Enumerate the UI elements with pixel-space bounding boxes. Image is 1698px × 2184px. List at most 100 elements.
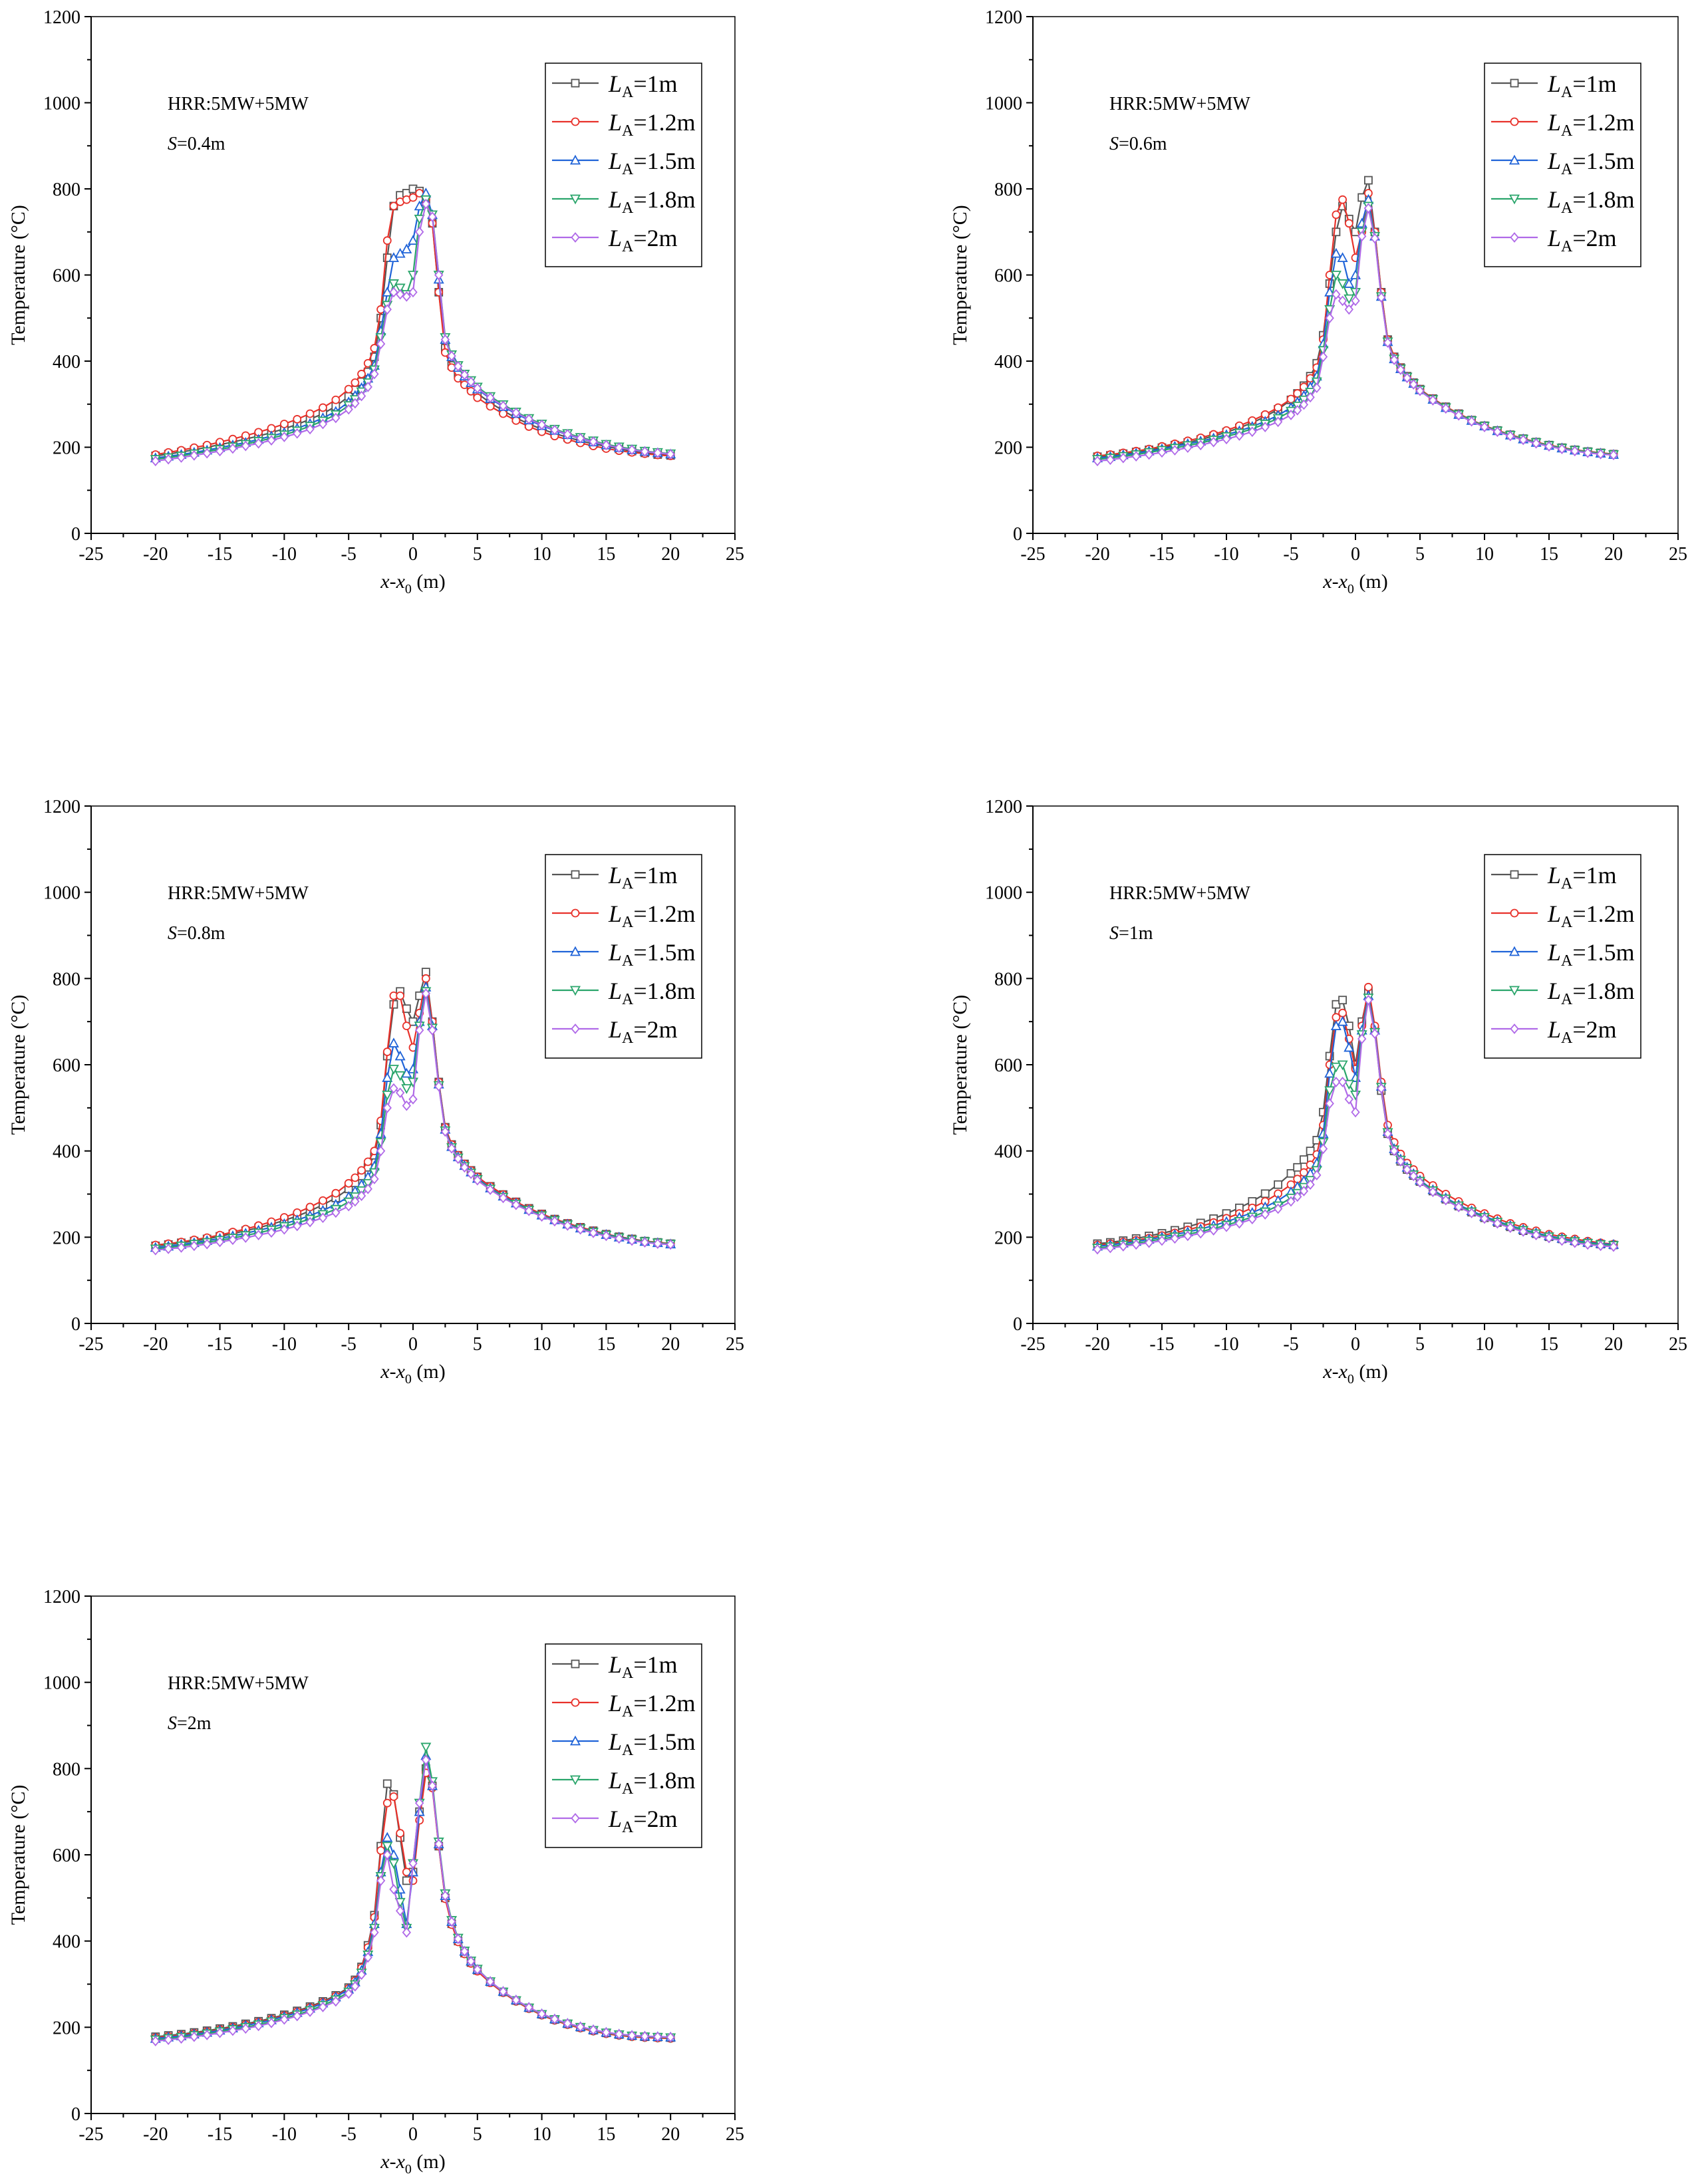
y-tick-label: 400 [53,352,80,372]
data-point [1396,1156,1405,1167]
data-point [1338,1077,1347,1087]
x-tick-label: 20 [661,2124,680,2145]
data-point [1332,1000,1341,1009]
legend: LA=1m LA=1.2m LA=1.5m LA=1.8m LA=2m [545,1643,702,1848]
data-point [615,1233,624,1244]
data-point [421,1754,431,1766]
data-point [486,1184,495,1195]
data-point [356,390,366,402]
data-point [1286,1168,1296,1178]
data-point [601,440,611,451]
data-point [1357,193,1367,202]
data-point [305,1202,315,1212]
x-tick-label: 10 [533,2124,551,2145]
data-point [363,381,372,392]
legend-label: LA=1m [608,862,678,892]
data-point [1492,1218,1502,1229]
data-point [601,1230,611,1242]
x-tick-label: 10 [1475,1334,1494,1355]
x-tick-label: -15 [208,544,232,565]
data-point [1370,1028,1379,1039]
data-point [1409,1170,1418,1182]
data-point [394,1050,406,1061]
data-point [486,392,495,403]
legend-box [1484,63,1641,267]
y-tick-label: 0 [71,2104,80,2125]
data-point [640,2031,650,2042]
chart-panel-3: -25 -20 -15 -10 -5 0 5 10 15 20 25 0 200 400 600 800 100… [7,797,744,1387]
x-tick-label: 10 [533,1334,551,1355]
legend-label: LA=1m [608,70,678,101]
data-point [1274,1180,1282,1189]
data-point [389,287,398,298]
data-point [1183,1230,1193,1242]
data-point [1409,379,1418,390]
data-point [1170,1233,1180,1244]
data-point [589,2024,598,2036]
y-tick-label: 200 [53,1228,80,1248]
data-point [1480,1213,1489,1224]
data-point [1144,449,1154,460]
data-point [1596,1240,1606,1252]
data-point [1338,195,1347,204]
data-point [466,376,476,387]
data-point [382,1102,392,1113]
data-point [511,407,521,418]
data-point [356,1969,366,1980]
legend-label: LA=2m [608,1016,678,1047]
y-tick-label: 800 [53,969,80,990]
x-tick-label: -5 [341,2124,356,2145]
data-point [1518,1226,1528,1237]
data-point [1318,1138,1329,1149]
x-tick-label: 20 [661,544,680,565]
data-point [382,1842,393,1852]
data-point [382,1047,392,1056]
data-point [407,1866,419,1877]
data-point [1454,410,1463,421]
data-point [1583,448,1592,458]
data-point [447,350,456,362]
legend-marker [1510,117,1519,126]
data-point [1363,176,1373,185]
series-5 [151,1754,675,2046]
data-point [1234,1218,1244,1229]
data-point [1324,287,1336,297]
data-point [1330,1062,1342,1073]
data-point [331,1207,341,1218]
data-point [466,1956,476,1967]
legend-marker [569,154,581,165]
data-point [396,1829,405,1838]
data-point [428,211,437,222]
x-tick-label: 25 [1669,1334,1687,1355]
x-tick-label: -20 [143,1334,168,1355]
data-point [382,1849,392,1860]
data-point [1196,1228,1205,1239]
data-point [473,393,482,402]
data-point [460,1946,470,1957]
data-point [1260,1189,1270,1198]
data-point [1596,448,1606,460]
data-point [1506,430,1515,442]
data-point [420,1742,432,1753]
data-point [151,1244,160,1256]
data-point [1286,394,1296,404]
data-point [1093,1244,1102,1255]
data-point [344,1200,353,1212]
data-point [666,1239,675,1250]
data-point [376,1846,385,1855]
x-tick-label: -20 [1085,544,1109,565]
data-point [1349,287,1361,298]
data-point [228,1234,237,1246]
data-point [1248,426,1257,438]
data-point [408,1858,418,1869]
data-point [279,420,289,428]
data-point [382,236,392,245]
legend-marker [571,908,580,918]
data-point [1506,1222,1515,1233]
legend: LA=1m LA=1.2m LA=1.5m LA=1.8m LA=2m [1484,63,1641,267]
hrr-annotation: HRR:5MW+5MW [168,94,309,114]
data-point [1570,446,1580,457]
x-tick-label: -5 [341,544,356,565]
data-point [202,1238,212,1250]
x-tick-label: 15 [597,544,615,565]
